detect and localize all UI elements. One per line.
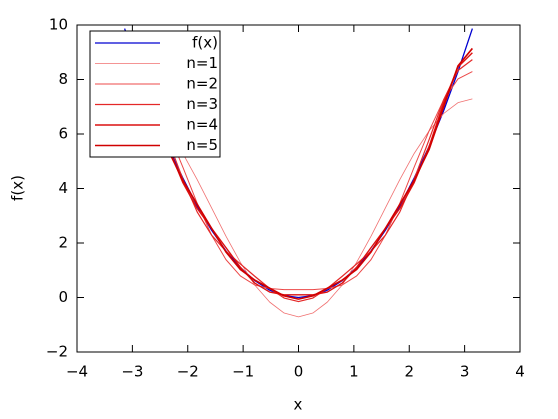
legend-box [89, 30, 221, 158]
y-tick-label: 0 [58, 288, 68, 306]
y-axis-label: f(x) [9, 175, 27, 201]
legend-label: n=1 [186, 54, 218, 72]
x-tick-label: −4 [66, 363, 88, 381]
x-tick-label: −2 [177, 363, 199, 381]
x-tick-label: 3 [460, 363, 470, 381]
legend-label: n=3 [186, 95, 218, 113]
x-tick-label: −1 [232, 363, 254, 381]
y-tick-label: 4 [58, 179, 68, 197]
series-line [124, 52, 473, 296]
x-tick-label: 4 [515, 363, 525, 381]
x-tick-label: 0 [294, 363, 304, 381]
series-line [124, 71, 473, 291]
y-tick-label: 8 [58, 70, 68, 88]
x-tick-label: −3 [121, 363, 143, 381]
x-axis-label: x [294, 396, 303, 414]
x-tick-label: 2 [404, 363, 414, 381]
x-tick-label: 1 [349, 363, 359, 381]
series-line [124, 47, 473, 300]
y-tick-label: 10 [49, 16, 68, 34]
legend-label: f(x) [192, 34, 218, 52]
y-tick-label: −2 [46, 343, 68, 361]
legend-label: n=2 [186, 75, 218, 93]
y-tick-label: 6 [58, 125, 68, 143]
y-tick-label: 2 [58, 234, 68, 252]
legend-label: n=4 [186, 116, 218, 134]
legend-label: n=5 [186, 136, 218, 154]
